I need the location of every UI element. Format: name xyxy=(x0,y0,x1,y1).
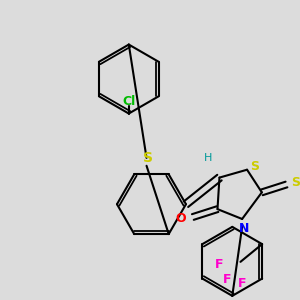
Text: N: N xyxy=(239,222,249,235)
Text: H: H xyxy=(203,153,212,163)
Text: O: O xyxy=(176,212,186,226)
Text: S: S xyxy=(250,160,260,173)
Text: F: F xyxy=(214,258,223,271)
Text: S: S xyxy=(291,176,300,189)
Text: F: F xyxy=(222,273,231,286)
Text: Cl: Cl xyxy=(122,95,135,108)
Text: F: F xyxy=(238,277,247,290)
Text: S: S xyxy=(142,151,152,165)
